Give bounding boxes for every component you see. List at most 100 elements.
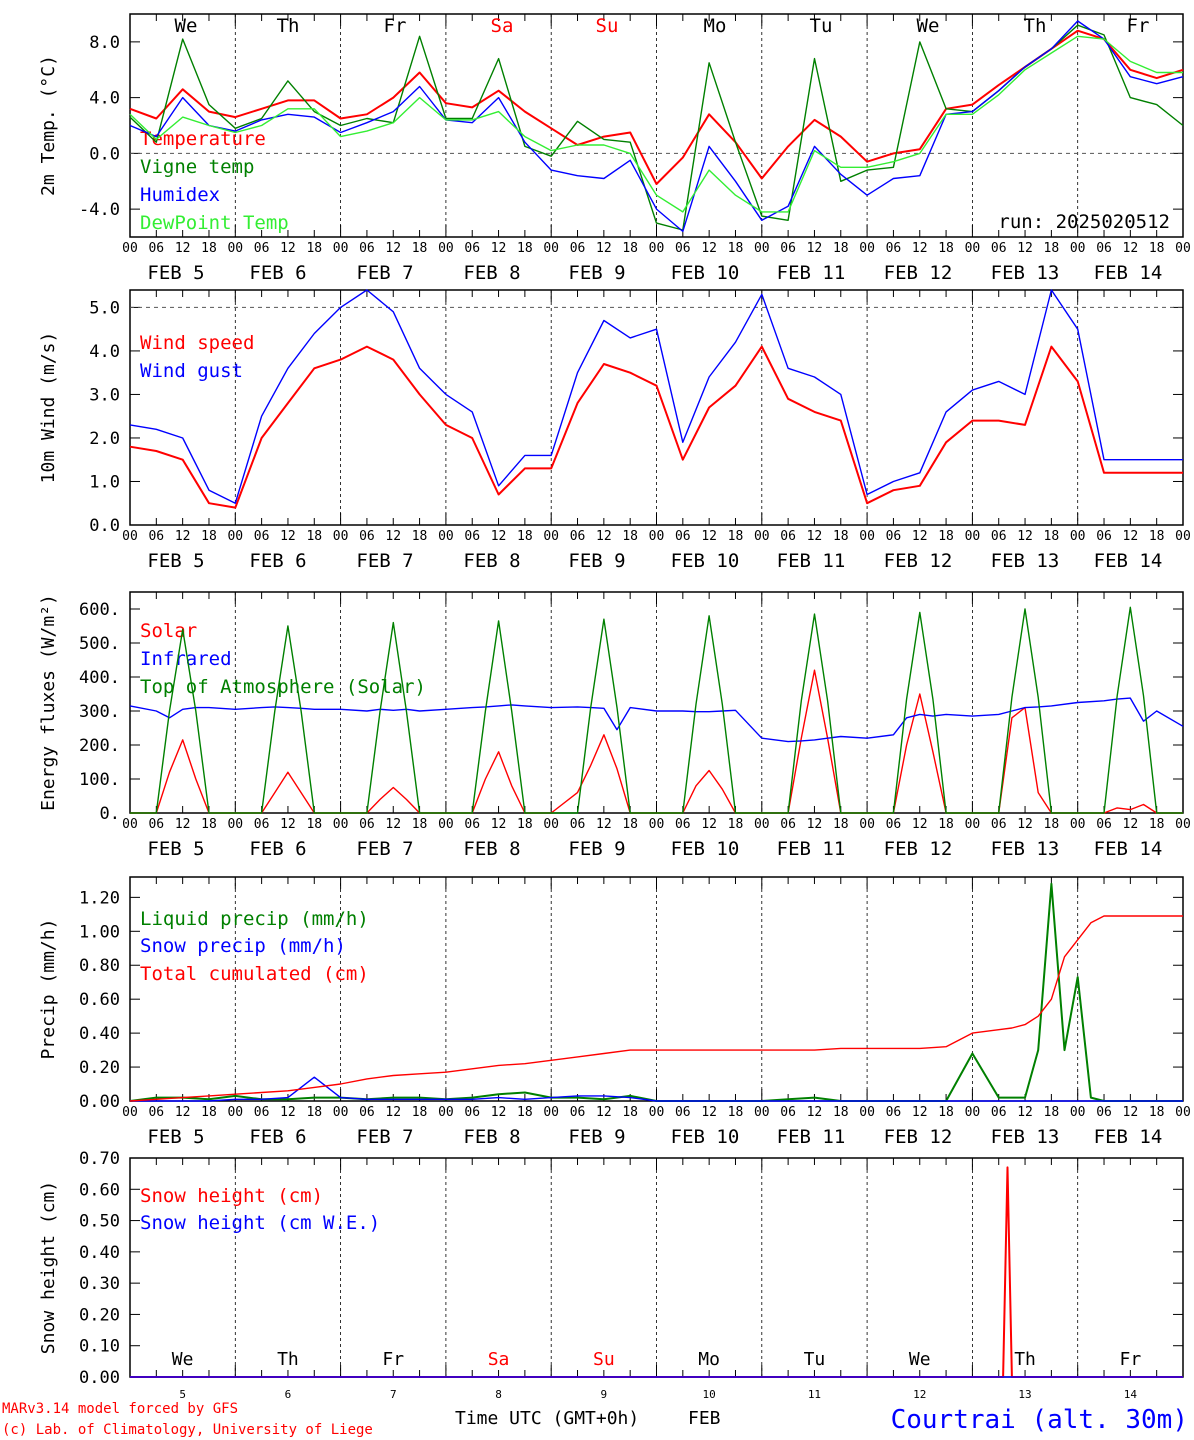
hour-tick-label: 18 [938, 1105, 954, 1120]
hour-tick-label: 12 [912, 1105, 928, 1120]
hour-tick-label: 00 [754, 529, 770, 544]
hour-tick-label: 00 [965, 817, 981, 832]
hour-tick-label: 00 [227, 1105, 243, 1120]
hour-tick-label: 18 [517, 529, 533, 544]
date-label: FEB 11 [777, 550, 846, 572]
hour-tick-label: 12 [701, 529, 717, 544]
hour-tick-label: 18 [1044, 817, 1060, 832]
hour-tick-label: 06 [148, 529, 164, 544]
date-label: FEB 10 [671, 1126, 740, 1148]
y-axis-title: Energy fluxes (W/m²) [38, 594, 59, 811]
hour-tick-label: 06 [991, 241, 1007, 256]
hour-tick-label: 12 [385, 529, 401, 544]
hour-tick-label: 00 [1070, 241, 1086, 256]
weekday-label: Tu [804, 1349, 826, 1370]
hour-tick-label: 18 [622, 817, 638, 832]
y-tick-label: 100. [79, 770, 120, 790]
hour-tick-label: 00 [1175, 817, 1191, 832]
hour-tick-label: 12 [175, 817, 191, 832]
hour-tick-label: 06 [991, 1105, 1007, 1120]
weekday-label: Sa [491, 15, 514, 37]
y-tick-label: 1.00 [79, 922, 120, 942]
weekday-label: Fr [1120, 1349, 1142, 1370]
hour-tick-label: 12 [1123, 1105, 1139, 1120]
legend-entry: Vigne temp [140, 156, 254, 178]
day-number-label: 6 [285, 1388, 292, 1401]
hour-tick-label: 18 [1149, 1105, 1165, 1120]
hour-tick-label: 18 [412, 529, 428, 544]
hour-tick-label: 12 [280, 529, 296, 544]
hour-tick-label: 06 [148, 241, 164, 256]
legend-entry: Liquid precip (mm/h) [140, 908, 369, 930]
hour-tick-label: 06 [570, 1105, 586, 1120]
hour-tick-label: 00 [122, 1105, 138, 1120]
series-line-2 [129, 24, 1184, 231]
y-tick-label: 0.00 [79, 1092, 120, 1112]
hour-tick-label: 18 [833, 1105, 849, 1120]
y-tick-label: 0.70 [79, 1149, 120, 1169]
legend-entry: Top of Atmosphere (Solar) [140, 676, 426, 698]
weekday-label: Th [1024, 15, 1047, 37]
y-tick-label: 0.10 [79, 1337, 120, 1357]
hour-tick-label: 12 [701, 1105, 717, 1120]
hour-tick-label: 12 [1017, 529, 1033, 544]
hour-tick-label: 00 [754, 241, 770, 256]
y-tick-label: 0.0 [89, 144, 120, 164]
legend-entry: Snow height (cm) [140, 1185, 323, 1207]
hour-tick-label: 18 [201, 241, 217, 256]
y-axis-title: 2m Temp. (°C) [38, 55, 59, 196]
hour-tick-label: 18 [517, 241, 533, 256]
hour-tick-label: 18 [306, 817, 322, 832]
hour-tick-label: 06 [570, 529, 586, 544]
hour-tick-label: 00 [649, 1105, 665, 1120]
date-label: FEB 6 [249, 262, 306, 284]
hour-tick-label: 00 [859, 817, 875, 832]
chart-panel-3: 0. 100. 200. 300. 400. 500. 600. Energy fluxes … [38, 591, 1191, 860]
hour-tick-label: 00 [122, 529, 138, 544]
hour-tick-label: 00 [333, 1105, 349, 1120]
date-label: FEB 10 [671, 838, 740, 860]
hour-tick-label: 12 [912, 817, 928, 832]
day-number-label: 12 [913, 1388, 926, 1401]
hour-tick-label: 00 [754, 1105, 770, 1120]
hour-tick-label: 06 [1096, 817, 1112, 832]
hour-tick-label: 00 [965, 529, 981, 544]
hour-tick-label: 00 [543, 817, 559, 832]
hour-tick-label: 06 [570, 817, 586, 832]
legend-entry: Snow precip (mm/h) [140, 935, 346, 957]
y-tick-label: 4.0 [89, 342, 120, 362]
hour-tick-label: 06 [464, 529, 480, 544]
hour-tick-label: 00 [754, 817, 770, 832]
hour-tick-label: 18 [833, 817, 849, 832]
series-line-2 [130, 1076, 1183, 1102]
day-number-label: 5 [179, 1388, 186, 1401]
weekday-label: Fr [1127, 15, 1150, 37]
chart-panel-5: 0.00 0.10 0.20 0.30 0.40 0.50 0.60 0.70 Snow hei… [38, 1149, 1184, 1401]
y-tick-label: 4.0 [89, 89, 120, 109]
hour-tick-label: 18 [938, 529, 954, 544]
weekday-label: Th [277, 15, 300, 37]
hour-tick-label: 18 [201, 817, 217, 832]
hour-tick-label: 18 [622, 529, 638, 544]
y-tick-label: 400. [79, 668, 120, 688]
day-number-label: 11 [808, 1388, 821, 1401]
hour-tick-label: 06 [886, 241, 902, 256]
date-label: FEB 7 [356, 550, 413, 572]
date-label: FEB 13 [991, 1126, 1060, 1148]
x-axis-month: FEB [688, 1408, 721, 1429]
y-tick-label: -4.0 [79, 200, 120, 220]
day-number-label: 9 [601, 1388, 608, 1401]
hour-tick-label: 12 [1123, 529, 1139, 544]
hour-tick-label: 00 [649, 241, 665, 256]
hour-tick-label: 18 [728, 1105, 744, 1120]
footer-model: MARv3.14 model forced by GFS [2, 1401, 238, 1417]
hour-tick-label: 06 [675, 241, 691, 256]
date-label: FEB 13 [991, 550, 1060, 572]
y-tick-label: 2.0 [89, 429, 120, 449]
date-label: FEB 8 [463, 838, 520, 860]
hour-tick-label: 00 [859, 529, 875, 544]
hour-tick-label: 18 [1149, 529, 1165, 544]
hour-tick-label: 12 [807, 529, 823, 544]
y-axis-title: 10m Wind (m/s) [38, 332, 59, 484]
hour-tick-label: 12 [280, 241, 296, 256]
